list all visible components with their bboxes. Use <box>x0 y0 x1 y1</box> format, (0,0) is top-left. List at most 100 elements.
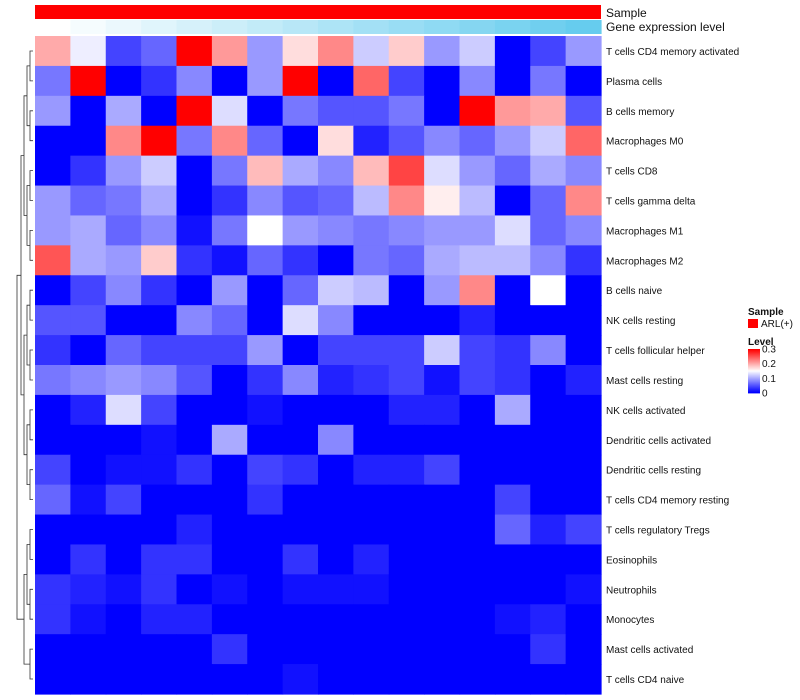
row-label: NK cells activated <box>606 406 685 417</box>
heatmap-cell <box>424 335 461 366</box>
heatmap-cell <box>459 424 496 456</box>
heatmap-cell <box>459 604 496 635</box>
heatmap-cell <box>282 424 319 456</box>
heatmap-cell <box>282 36 319 67</box>
heatmap-cell <box>565 275 602 306</box>
colorbar-segment <box>748 375 760 377</box>
heatmap-cell <box>388 155 425 187</box>
heatmap-cell <box>282 245 319 276</box>
heatmap-cell <box>459 245 496 276</box>
dendrogram-branch <box>26 65 30 127</box>
expression-annotation-cell <box>211 20 248 34</box>
heatmap-cell <box>176 424 213 456</box>
heatmap-cell <box>211 574 248 605</box>
colorbar-segment <box>748 351 760 353</box>
heatmap-cell <box>141 65 178 97</box>
colorbar-segment <box>748 372 760 374</box>
heatmap-cell <box>141 454 178 486</box>
row-label: Macrophages M2 <box>606 256 684 267</box>
heatmap-cell <box>424 215 461 246</box>
heatmap-cell <box>530 335 567 366</box>
heatmap-cell <box>141 125 178 157</box>
heatmap-cell <box>282 514 319 546</box>
heatmap-cell <box>318 275 354 306</box>
colorbar-segment <box>748 365 760 367</box>
heatmap-cell <box>353 305 390 336</box>
heatmap-cell <box>70 185 107 217</box>
heatmap-cell <box>494 484 531 516</box>
colorbar-tick-label: 0.2 <box>762 359 776 370</box>
heatmap-cell <box>176 664 213 695</box>
heatmap-cell <box>424 185 461 217</box>
sample-legend-entry: ARL(+) <box>761 319 793 330</box>
dendrogram-branch <box>29 289 33 321</box>
heatmap-cell <box>565 65 602 97</box>
heatmap-cell <box>530 95 567 127</box>
heatmap-cell <box>459 365 496 396</box>
heatmap-grid <box>35 36 602 695</box>
heatmap-cell <box>494 245 531 276</box>
heatmap-cell <box>141 275 178 306</box>
expression-annotation-cell <box>388 20 425 34</box>
heatmap-cell <box>35 275 71 306</box>
colorbar-segment <box>748 380 760 383</box>
heatmap-cell <box>318 245 354 276</box>
colorbar-segment <box>748 366 760 369</box>
heatmap-cell <box>318 36 354 67</box>
heatmap-cell <box>176 634 213 665</box>
heatmap-cell <box>35 125 71 157</box>
heatmap-cell <box>35 634 71 665</box>
heatmap-cell <box>211 335 248 366</box>
heatmap-cell <box>565 155 602 187</box>
expression-annotation-cell <box>35 20 71 34</box>
expression-annotation-cell <box>353 20 390 34</box>
row-dendrogram <box>16 50 33 680</box>
heatmap-cell <box>494 394 531 426</box>
heatmap-cell <box>282 544 319 575</box>
heatmap-cell <box>530 574 567 605</box>
colorbar-tick-label: 0.1 <box>762 374 776 385</box>
heatmap-cell <box>211 484 248 516</box>
heatmap-cell <box>70 544 107 575</box>
heatmap-cell <box>494 604 531 635</box>
heatmap-cell <box>530 155 567 187</box>
heatmap-cell <box>70 155 107 187</box>
dendrogram-branch <box>29 170 33 201</box>
heatmap-cell <box>494 275 531 306</box>
heatmap-cell <box>282 185 319 217</box>
colorbar-segment <box>748 354 760 356</box>
heatmap-cell <box>494 305 531 336</box>
heatmap-cell <box>247 394 284 426</box>
heatmap-cell <box>247 514 284 546</box>
heatmap-cell <box>211 185 248 217</box>
heatmap-cell <box>35 335 71 366</box>
expression-annotation-cell <box>530 20 567 34</box>
heatmap-cell <box>318 604 354 635</box>
heatmap-cell <box>459 155 496 187</box>
heatmap-cell <box>530 634 567 665</box>
heatmap-cell <box>318 484 354 516</box>
heatmap-cell <box>70 125 107 157</box>
heatmap-cell <box>176 335 213 366</box>
heatmap-cell <box>35 245 71 276</box>
heatmap-cell <box>494 634 531 665</box>
heatmap-cell <box>494 185 531 217</box>
heatmap-cell <box>388 634 425 665</box>
heatmap-cell <box>494 215 531 246</box>
heatmap-cell <box>353 394 390 426</box>
heatmap-cell <box>105 305 142 336</box>
heatmap-cell <box>388 125 425 157</box>
heatmap-cell <box>211 604 248 635</box>
heatmap-cell <box>141 95 178 127</box>
heatmap-cell <box>565 305 602 336</box>
heatmap-cell <box>353 36 390 67</box>
heatmap-cell <box>530 664 567 695</box>
heatmap-cell <box>141 634 178 665</box>
heatmap-cell <box>105 155 142 187</box>
heatmap-cell <box>353 424 390 456</box>
heatmap-cell <box>105 544 142 575</box>
colorbar-segment <box>748 382 760 384</box>
heatmap-cell <box>247 65 284 97</box>
heatmap-cell <box>176 95 213 127</box>
heatmap-cell <box>424 484 461 516</box>
